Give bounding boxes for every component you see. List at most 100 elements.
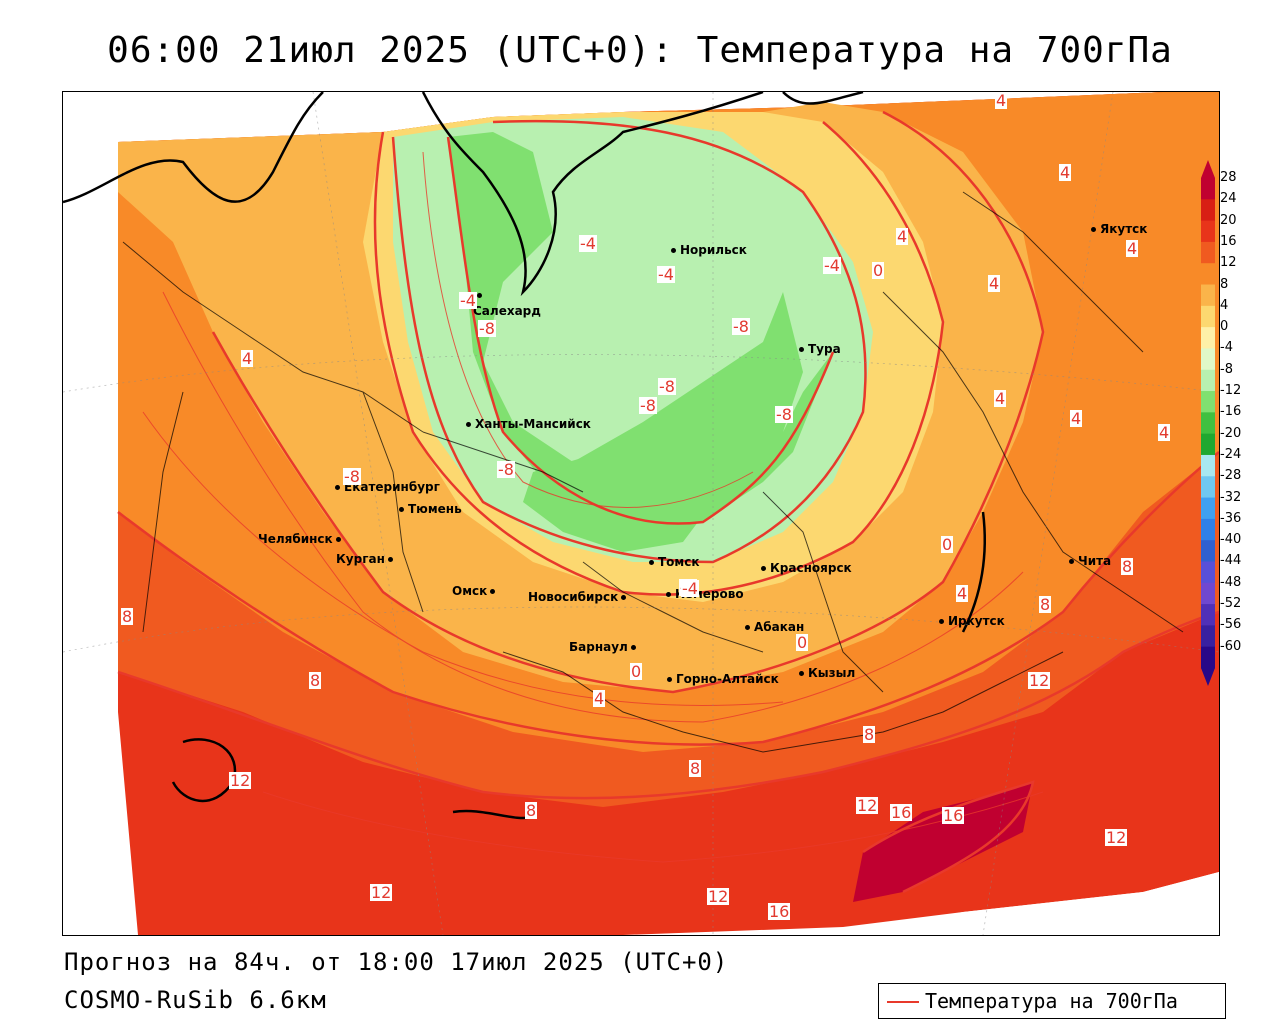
colorbar-tick-label: 4 bbox=[1220, 297, 1229, 313]
contour-label: 4 bbox=[988, 274, 1001, 293]
city-tura: Тура bbox=[799, 342, 841, 356]
contour-label: 8 bbox=[863, 725, 876, 744]
colorbar-swatch bbox=[1201, 412, 1215, 435]
colorbar-top-arrow bbox=[1201, 160, 1215, 178]
contour-label: 4 bbox=[1059, 163, 1072, 182]
city-yakutsk: Якутск bbox=[1091, 222, 1147, 236]
contour-label: 16 bbox=[890, 803, 913, 822]
contour-label: 0 bbox=[796, 633, 809, 652]
contour-label: 8 bbox=[121, 607, 134, 626]
colorbar-swatch bbox=[1201, 454, 1215, 477]
colorbar-tick-label: -16 bbox=[1220, 404, 1242, 420]
colorbar-swatch bbox=[1201, 348, 1215, 371]
contour-label: 4 bbox=[995, 91, 1008, 110]
contour-label: -4 bbox=[657, 265, 675, 284]
city-kurgan: Курган bbox=[336, 552, 397, 566]
colorbar-swatch bbox=[1201, 263, 1215, 286]
colorbar-swatch bbox=[1201, 284, 1215, 307]
city-salekhard-label: Салехард bbox=[473, 304, 541, 318]
city-yekaterinburg: Екатеринбург bbox=[335, 480, 440, 494]
legend-line-swatch bbox=[887, 1001, 919, 1003]
contour-label: 0 bbox=[872, 261, 885, 280]
city-omsk: Омск bbox=[452, 584, 499, 598]
city-kyzyl: Кызыл bbox=[799, 666, 855, 680]
forecast-info: Прогноз на 84ч. от 18:00 17июл 2025 (UTC… bbox=[64, 948, 729, 976]
colorbar-swatch bbox=[1201, 561, 1215, 584]
contour-label: 12 bbox=[1105, 828, 1128, 847]
contour-label: -8 bbox=[658, 377, 676, 396]
colorbar-swatch bbox=[1201, 199, 1215, 222]
contour-label: 4 bbox=[1158, 423, 1171, 442]
colorbar-bottom-arrow bbox=[1201, 668, 1215, 686]
colorbar-swatch bbox=[1201, 476, 1215, 499]
contour-label: 16 bbox=[768, 902, 791, 921]
city-chita: Чита bbox=[1069, 554, 1111, 568]
map-title: 06:00 21июл 2025 (UTC+0): Температура на… bbox=[107, 30, 1173, 71]
contour-label: -8 bbox=[732, 317, 750, 336]
contour-label: 8 bbox=[309, 671, 322, 690]
colorbar-tick-label: -12 bbox=[1220, 383, 1242, 399]
contour-label: 8 bbox=[689, 759, 702, 778]
colorbar-tick-label: -8 bbox=[1220, 361, 1233, 377]
city-tomsk: Томск bbox=[649, 555, 700, 569]
colorbar-tick-label: 24 bbox=[1220, 191, 1237, 207]
contour-label: -8 bbox=[639, 396, 657, 415]
legend-label: Температура на 700гПа bbox=[925, 989, 1178, 1013]
contour-label: -8 bbox=[497, 460, 515, 479]
zone-16-20 bbox=[853, 782, 1033, 902]
contour-label: 0 bbox=[630, 662, 643, 681]
contour-label: -4 bbox=[579, 234, 597, 253]
contour-label: 4 bbox=[896, 227, 909, 246]
contour-label: -4 bbox=[823, 256, 841, 275]
contour-label: 12 bbox=[856, 796, 879, 815]
city-chelyabinsk: Челябинск bbox=[258, 532, 345, 546]
city-krasnoyarsk: Красноярск bbox=[761, 561, 852, 575]
colorbar-tick-label: -32 bbox=[1220, 489, 1242, 505]
colorbar-swatch bbox=[1201, 604, 1215, 626]
model-name: COSMO-RuSib 6.6км bbox=[64, 986, 327, 1014]
colorbar-tick-label: -4 bbox=[1220, 340, 1233, 356]
colorbar-tick-label: -44 bbox=[1220, 553, 1242, 569]
contour-label: 4 bbox=[1126, 239, 1139, 258]
colorbar-tick-label: -36 bbox=[1220, 510, 1242, 526]
zone-minus12-minus8 bbox=[448, 132, 833, 532]
colorbar-tick-label: -28 bbox=[1220, 468, 1242, 484]
colorbar-swatch bbox=[1201, 369, 1215, 392]
contour-label: 16 bbox=[942, 806, 965, 825]
colorbar bbox=[1201, 160, 1215, 686]
colorbar-tick-label: 28 bbox=[1220, 170, 1237, 185]
colorbar-swatch bbox=[1201, 518, 1215, 541]
colorbar-swatch bbox=[1201, 391, 1215, 413]
contour-label: -8 bbox=[478, 319, 496, 338]
city-barnaul: Барнаул bbox=[569, 640, 640, 654]
temperature-map bbox=[63, 92, 1219, 935]
contour-label: 4 bbox=[241, 349, 254, 368]
colorbar-swatch bbox=[1201, 540, 1215, 562]
colorbar-swatch bbox=[1201, 305, 1215, 328]
colorbar-swatch bbox=[1201, 178, 1215, 200]
contour-label: 12 bbox=[229, 771, 252, 790]
city-norilsk: Норильск bbox=[671, 243, 747, 257]
colorbar-tick-label: 12 bbox=[1220, 255, 1237, 271]
contour-label: 4 bbox=[956, 584, 969, 603]
colorbar-tick-label: 20 bbox=[1220, 212, 1237, 228]
colorbar-tick-label: 8 bbox=[1220, 276, 1229, 292]
colorbar-tick-label: 16 bbox=[1220, 233, 1237, 249]
contour-label: 4 bbox=[1070, 409, 1083, 428]
city-tyumen: Тюмень bbox=[399, 502, 462, 516]
contour-label: 8 bbox=[525, 801, 538, 820]
colorbar-swatch bbox=[1201, 582, 1215, 605]
city-novosibirsk: Новосибирск bbox=[528, 590, 630, 604]
contour-label: 12 bbox=[1028, 671, 1051, 690]
colorbar-tick-label: -24 bbox=[1220, 446, 1242, 462]
colorbar-swatch bbox=[1201, 241, 1215, 264]
city-irkutsk: Иркутск bbox=[939, 614, 1005, 628]
colorbar-swatch bbox=[1201, 433, 1215, 456]
colorbar-swatch bbox=[1201, 646, 1215, 669]
map-area[interactable]: Салехард Норильск Тура Якутск Ханты-Манс… bbox=[62, 91, 1220, 936]
contour-label: 0 bbox=[941, 535, 954, 554]
colorbar-tick-label: 0 bbox=[1220, 319, 1229, 335]
contour-label: -4 bbox=[459, 291, 477, 310]
legend: Температура на 700гПа bbox=[878, 983, 1226, 1019]
isotherms bbox=[117, 110, 1219, 894]
